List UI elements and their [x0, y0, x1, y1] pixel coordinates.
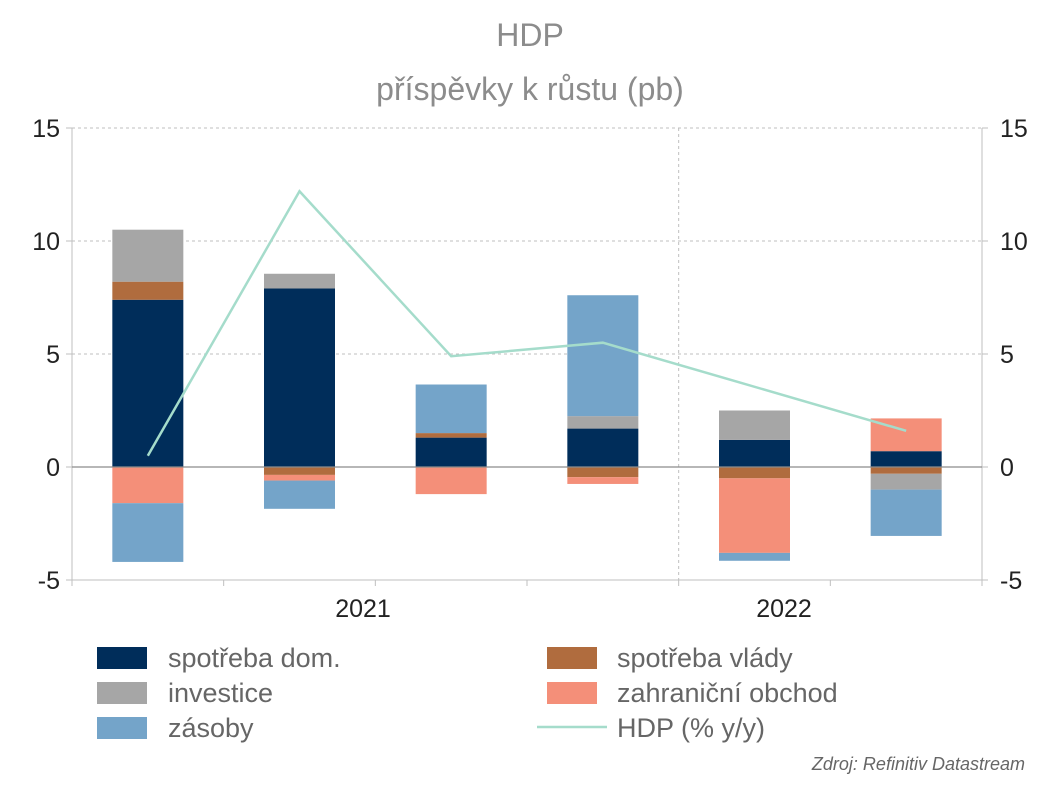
source-note: Zdroj: Refinitiv Datastream: [811, 754, 1025, 774]
y-tick-right: 5: [1000, 341, 1014, 369]
chart-title: HDP: [496, 17, 564, 53]
legend-swatch-zasoby: [97, 717, 147, 739]
bar-segment: [567, 467, 639, 478]
y-tick-left: -5: [38, 567, 60, 595]
legend-swatch-spotreba-dom: [97, 647, 147, 669]
chart-subtitle: příspěvky k růstu (pb): [376, 71, 684, 107]
legend-label-spotreba-dom: spotřeba dom.: [168, 643, 341, 673]
bar-segment: [567, 477, 639, 484]
bar-segment: [415, 437, 487, 467]
y-tick-left: 10: [32, 228, 60, 256]
y-tick-left: 5: [46, 341, 60, 369]
hdp-line: [146, 189, 907, 457]
bar-segment: [264, 273, 335, 289]
bar-layer: [112, 229, 942, 562]
line-layer: [146, 189, 907, 457]
y-tick-right: 10: [1000, 228, 1028, 256]
bar-segment: [719, 439, 790, 467]
bar-segment: [112, 299, 184, 467]
bar-segment: [870, 489, 942, 536]
legend-label-zahranicni-obchod: zahraniční obchod: [617, 678, 838, 708]
bar-segment: [719, 552, 790, 561]
y-tick-right: -5: [1000, 567, 1022, 595]
legend-swatch-zahranicni-obchod: [547, 682, 597, 704]
bar-segment: [719, 478, 790, 553]
bar-segment: [870, 451, 942, 467]
bar-segment: [719, 467, 790, 479]
bar-segment: [264, 474, 335, 481]
bar-segment: [415, 467, 487, 495]
bar-segment: [719, 410, 790, 440]
bar-segment: [264, 288, 335, 467]
y-tick-right: 15: [1000, 115, 1028, 143]
x-label-2022: 2022: [756, 595, 812, 623]
legend: spotřeba dom. spotřeba vlády investice z…: [97, 643, 838, 743]
bar-segment: [112, 503, 184, 562]
legend-label-zasoby: zásoby: [168, 713, 254, 743]
bar-segment: [264, 480, 335, 509]
bar-segment: [567, 295, 639, 417]
bar-segment: [112, 229, 184, 282]
bar-segment: [264, 467, 335, 475]
legend-label-hdp: HDP (% y/y): [617, 713, 765, 743]
x-label-2021: 2021: [335, 595, 391, 623]
legend-label-spotreba-vlady: spotřeba vlády: [617, 643, 793, 673]
bar-segment: [112, 467, 184, 504]
bar-segment: [415, 384, 487, 434]
y-tick-left: 0: [46, 454, 60, 482]
legend-swatch-investice: [97, 682, 147, 704]
y-tick-left: 15: [32, 115, 60, 143]
bar-segment: [870, 467, 942, 474]
legend-label-investice: investice: [168, 678, 273, 708]
bar-segment: [567, 416, 639, 429]
axis-layer: 15 15 10 10 5 5 0 0 -5 -5: [32, 115, 1028, 595]
grid-layer: [72, 127, 982, 580]
bar-segment: [567, 428, 639, 467]
legend-swatch-spotreba-vlady: [547, 647, 597, 669]
bar-segment: [112, 281, 184, 300]
bar-segment: [415, 433, 487, 438]
y-tick-right: 0: [1000, 454, 1014, 482]
bar-segment: [870, 473, 942, 490]
